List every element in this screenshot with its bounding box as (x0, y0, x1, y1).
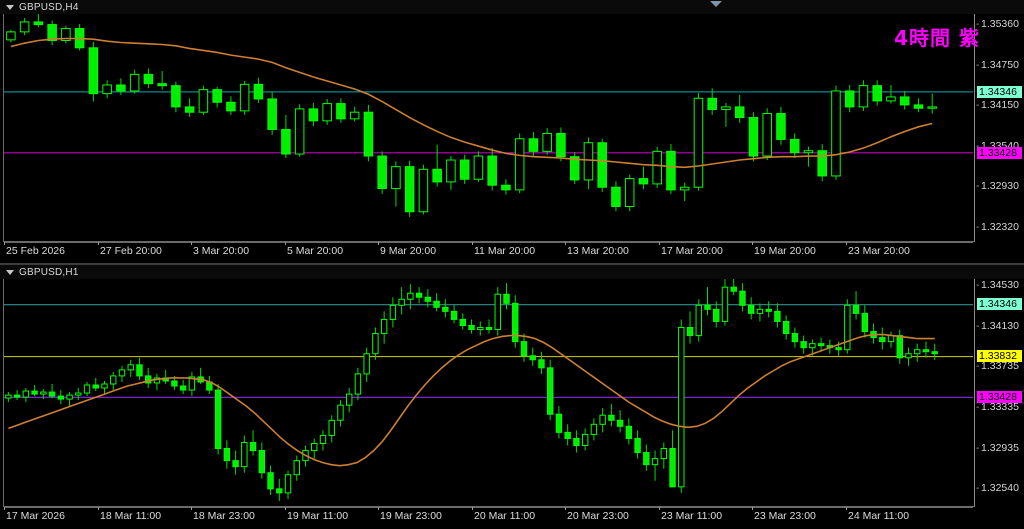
time-tick-label: 9 Mar 20:00 (377, 242, 437, 257)
price-tick: -1.32930 (976, 180, 1024, 192)
price-tick: -1.33735 (976, 360, 1024, 372)
time-tick-label: 23 Mar 20:00 (846, 242, 910, 257)
time-tick-label: 17 Mar 20:00 (659, 242, 723, 257)
price-tick: -1.35360 (976, 18, 1024, 30)
tick-dash: - (976, 181, 980, 193)
time-tick-label: 27 Feb 20:00 (98, 242, 162, 257)
tick-dash: - (976, 99, 980, 111)
price-tag[interactable]: 1.34346 (977, 85, 1022, 98)
chevron-down-icon[interactable] (710, 1, 722, 7)
chart-pane-h1[interactable]: GBPUSD,H1 -1.34530-1.34130-1.33735-1.333… (0, 265, 1024, 529)
tick-dash: - (976, 482, 980, 494)
chart-titlebar-h4: GBPUSD,H4 (0, 0, 1024, 14)
tick-value: 1.32320 (981, 221, 1019, 234)
price-tick: -1.32320 (976, 221, 1024, 233)
price-tick: -1.32540 (976, 482, 1024, 494)
tick-value: 1.32930 (981, 180, 1019, 193)
time-axis-line (4, 507, 973, 508)
tick-dash: - (976, 280, 980, 292)
candle-series (6, 11, 937, 218)
time-tick-label: 5 Mar 20:00 (284, 242, 344, 257)
tick-dash: - (976, 18, 980, 30)
tick-dash: - (976, 59, 980, 71)
price-scale-h1[interactable]: -1.34530-1.34130-1.33735-1.33335-1.32935… (976, 266, 1024, 507)
tick-dash: - (976, 222, 980, 234)
chart-pane-h4[interactable]: GBPUSD,H4 -1.35360-1.34750-1.34150-1.335… (0, 0, 1024, 264)
tick-value: 1.34130 (981, 319, 1019, 332)
time-tick-label: 24 Mar 11:00 (845, 507, 910, 522)
tick-dash: - (976, 320, 980, 332)
time-axis-h1: 17 Mar 2026 18 Mar 11:00 18 Mar 23:00 19 Ma… (4, 507, 1022, 529)
tick-dash: - (976, 140, 980, 152)
time-tick-label: 20 Mar 11:00 (471, 507, 536, 522)
symbol-label-h1: GBPUSD,H1 (19, 266, 79, 278)
time-tick-label: 19 Mar 11:00 (284, 507, 349, 522)
time-tick-label: 23 Mar 23:00 (752, 507, 816, 522)
right-margin-h4 (977, 1, 1023, 263)
plot-area-h1[interactable]: -1.34530-1.34130-1.33735-1.33335-1.32935… (1, 265, 1024, 529)
tick-value: 1.34150 (981, 98, 1019, 111)
price-scale-h4[interactable]: -1.35360-1.34750-1.34150-1.33540-1.32930… (976, 1, 1024, 242)
tick-value: 1.35360 (981, 17, 1019, 30)
tick-dash: - (976, 361, 980, 373)
price-tag[interactable]: 1.33428 (977, 147, 1022, 160)
moving-average-line (8, 333, 935, 467)
tick-value: 1.32540 (981, 481, 1019, 494)
triangle-down-icon[interactable] (6, 269, 14, 275)
price-tag[interactable]: 1.33428 (977, 391, 1022, 404)
time-tick-label: 19 Mar 23:00 (378, 507, 442, 522)
tick-value: 1.34530 (981, 279, 1019, 292)
timeframe-note-h4: 4時間 紫 (894, 26, 980, 50)
price-tag[interactable]: 1.34346 (977, 298, 1022, 311)
tick-value: 1.34750 (981, 58, 1019, 71)
symbol-label-h4: GBPUSD,H4 (19, 1, 79, 13)
price-tag[interactable]: 1.33832 (977, 350, 1022, 363)
time-tick-label: 18 Mar 11:00 (97, 507, 162, 522)
pane-separator[interactable] (0, 263, 1024, 265)
price-tick: -1.32935 (976, 442, 1024, 454)
time-tick-label: 25 Feb 2026 (4, 242, 65, 257)
time-axis-h4: 25 Feb 2026 27 Feb 20:00 3 Mar 20:00 5 Mar … (4, 242, 1022, 264)
triangle-down-icon[interactable] (6, 4, 14, 10)
price-tick: -1.34750 (976, 59, 1024, 71)
price-tick: -1.34130 (976, 320, 1024, 332)
candle-canvas-h4 (4, 2, 973, 241)
tick-value: 1.33735 (981, 360, 1019, 373)
price-tick: -1.34150 (976, 99, 1024, 111)
time-tick-label: 13 Mar 20:00 (565, 242, 629, 257)
time-tick-label: 3 Mar 20:00 (190, 242, 250, 257)
tick-dash: - (976, 442, 980, 454)
candle-series (5, 273, 938, 501)
price-tick: -1.34530 (976, 279, 1024, 291)
price-tick: -1.33335 (976, 401, 1024, 413)
tick-value: 1.32935 (981, 441, 1019, 454)
chart-titlebar-h1: GBPUSD,H1 (0, 265, 1024, 279)
time-tick-label: 19 Mar 20:00 (752, 242, 816, 257)
time-tick-label: 18 Mar 23:00 (191, 507, 255, 522)
time-tick-label: 23 Mar 11:00 (658, 507, 723, 522)
tick-value: 1.33335 (981, 400, 1019, 413)
time-tick-label: 20 Mar 23:00 (565, 507, 629, 522)
tick-dash: - (976, 401, 980, 413)
time-axis-line (4, 242, 973, 243)
plot-area-h4[interactable]: -1.35360-1.34750-1.34150-1.33540-1.32930… (1, 0, 1024, 264)
time-tick-label: 17 Mar 2026 (4, 507, 65, 522)
candle-canvas-h1 (4, 267, 973, 506)
moving-average-line (10, 37, 933, 169)
time-tick-label: 11 Mar 20:00 (471, 242, 536, 257)
